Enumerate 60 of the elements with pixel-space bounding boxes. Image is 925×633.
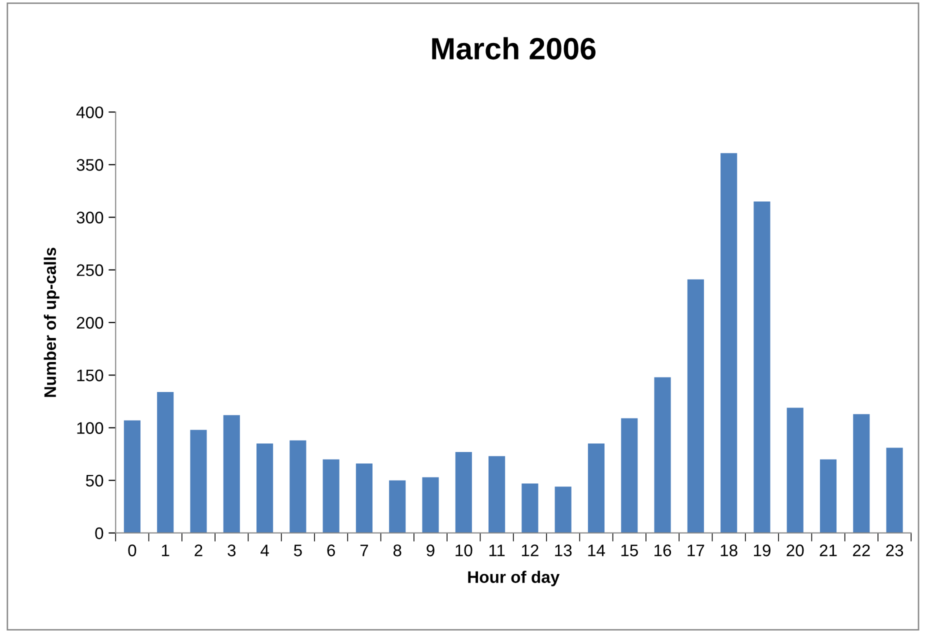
x-tick-label: 23 <box>886 544 904 556</box>
y-axis-title: Number of up-calls <box>44 248 60 397</box>
bar <box>853 414 870 533</box>
bar <box>124 420 140 533</box>
x-tick-label: 0 <box>128 544 136 556</box>
bar <box>654 377 671 533</box>
bar <box>554 486 572 533</box>
x-tick-label: 17 <box>688 544 704 556</box>
bar <box>455 452 472 533</box>
bar <box>256 444 274 533</box>
bar <box>786 408 804 533</box>
bar <box>190 430 207 533</box>
y-tick-label: 250 <box>76 264 104 276</box>
bar <box>157 392 174 533</box>
x-tick-label: 13 <box>555 544 572 556</box>
y-tick-label: 400 <box>76 106 104 118</box>
y-tick-label: 350 <box>76 159 104 171</box>
bar <box>720 153 738 533</box>
x-tick-label: 1 <box>162 544 170 556</box>
bar <box>522 484 538 533</box>
x-tick-label: 2 <box>194 544 202 556</box>
x-tick-label: 6 <box>327 544 335 556</box>
x-tick-label: 10 <box>456 544 472 556</box>
y-tick-label: 300 <box>76 212 104 224</box>
y-tick-label: 150 <box>77 370 104 382</box>
x-tick-label: 16 <box>654 544 672 556</box>
x-tick-label: 14 <box>588 544 606 556</box>
bar <box>389 480 406 533</box>
y-tick-label: 100 <box>77 422 104 434</box>
x-axis-title: Hour of day <box>468 570 560 586</box>
x-tick-label: 15 <box>621 544 638 556</box>
x-tick-label: 18 <box>720 544 738 556</box>
bar <box>290 440 306 533</box>
x-tick-label: 20 <box>786 544 804 556</box>
x-tick-label: 21 <box>820 544 837 556</box>
bar <box>488 456 506 533</box>
bar <box>754 201 770 533</box>
bar <box>422 477 439 533</box>
x-tick-label: 7 <box>360 544 368 556</box>
x-tick-label: 11 <box>489 544 505 556</box>
x-tick-label: 9 <box>426 544 434 556</box>
x-tick-label: 19 <box>754 544 770 556</box>
x-tick-label: 3 <box>228 544 236 556</box>
bar <box>687 279 704 533</box>
bar <box>223 415 240 533</box>
bar <box>588 444 605 533</box>
x-tick-label: 8 <box>393 544 402 556</box>
chart-title: March 2006 <box>432 37 596 60</box>
y-tick-label: 50 <box>86 474 104 487</box>
bar <box>322 459 340 533</box>
bar <box>820 459 837 533</box>
x-tick-label: 12 <box>522 544 538 556</box>
x-tick-label: 22 <box>852 544 870 556</box>
x-tick-label: 4 <box>260 544 269 556</box>
bar <box>886 448 903 533</box>
x-tick-label: 5 <box>294 544 302 556</box>
y-tick-label: 200 <box>76 316 104 329</box>
bar <box>356 464 373 533</box>
bar <box>621 418 638 533</box>
y-tick-label: 0 <box>95 527 104 540</box>
